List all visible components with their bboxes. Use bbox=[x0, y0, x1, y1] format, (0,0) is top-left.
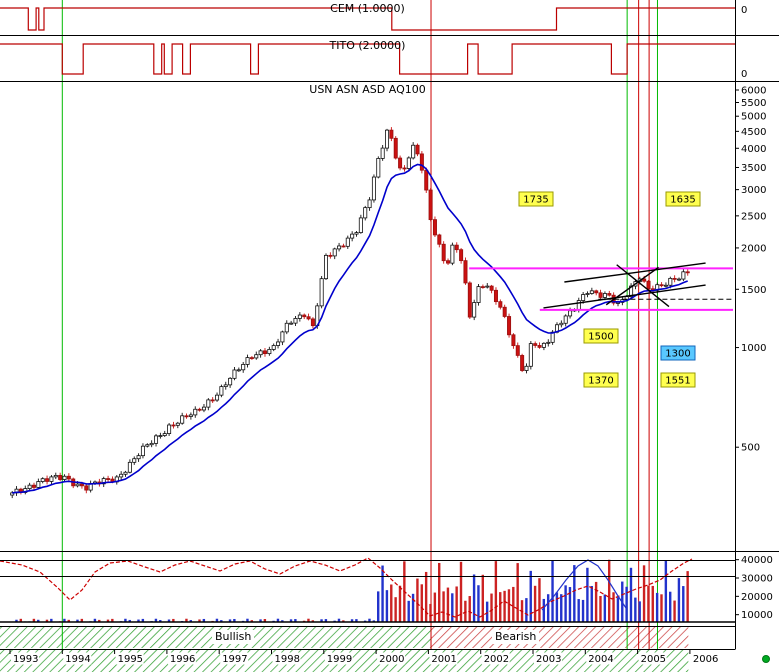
bearish-band-label: Bearish bbox=[492, 630, 540, 644]
x-axis-label: 2000 bbox=[379, 654, 404, 665]
price-label-chip[interactable]: 1500 bbox=[583, 328, 619, 344]
cem-axis-label: 0 bbox=[741, 5, 747, 16]
volume-axis-label: 10000 bbox=[741, 610, 773, 621]
price-label-text: 1500 bbox=[588, 332, 613, 343]
price-label-chip[interactable]: 1370 bbox=[583, 372, 619, 388]
price-label-chip[interactable]: 1551 bbox=[660, 372, 696, 388]
x-axis-label: 1999 bbox=[327, 654, 352, 665]
y-axis-label: 3500 bbox=[741, 163, 766, 174]
volume-axis-label: 20000 bbox=[741, 592, 773, 603]
trendline-4[interactable] bbox=[605, 266, 659, 306]
y-axis-label: 5000 bbox=[741, 112, 766, 123]
x-axis-label: 1996 bbox=[170, 654, 195, 665]
trendline-3[interactable] bbox=[616, 264, 670, 308]
x-axis-label: 1997 bbox=[222, 654, 247, 665]
price-label-chip[interactable]: 1735 bbox=[518, 191, 554, 207]
y-axis-label: 2000 bbox=[741, 243, 766, 254]
x-axis: 1993 1994 1995 1996 1997 1998 1999 2000 2001 2002… bbox=[9, 650, 719, 665]
tito-axis-label: 0 bbox=[741, 69, 747, 80]
y-axis-label: 1000 bbox=[741, 343, 766, 354]
trendline-1[interactable] bbox=[564, 262, 706, 283]
volume-axis-label: 30000 bbox=[741, 574, 773, 585]
x-axis-label: 2004 bbox=[588, 654, 613, 665]
y-axis-label: 5500 bbox=[741, 98, 766, 109]
bullish-band-label: Bullish bbox=[212, 630, 255, 644]
tito-indicator-line bbox=[0, 43, 735, 75]
x-axis-label: 1993 bbox=[13, 654, 38, 665]
x-axis-label: 1995 bbox=[118, 654, 143, 665]
volume-axis-label: 40000 bbox=[741, 555, 773, 566]
y-axis-label: 500 bbox=[741, 443, 760, 454]
price-label-text: 1551 bbox=[665, 376, 690, 387]
trendline-2[interactable] bbox=[543, 284, 706, 309]
x-axis-label: 1998 bbox=[275, 654, 300, 665]
price-label-chip[interactable]: 1635 bbox=[665, 191, 701, 207]
cem-indicator-line bbox=[0, 7, 735, 31]
y-axis-label: 6000 bbox=[741, 86, 766, 97]
x-axis-label: 2005 bbox=[641, 654, 666, 665]
x-axis-label: 2002 bbox=[484, 654, 509, 665]
y-axis-label: 1500 bbox=[741, 285, 766, 296]
x-axis-label: 2001 bbox=[431, 654, 456, 665]
y-axis-label: 2500 bbox=[741, 211, 766, 222]
price-label-text: 1300 bbox=[665, 349, 690, 360]
y-axis-label: 4500 bbox=[741, 127, 766, 138]
sentiment-bearish-region bbox=[431, 627, 689, 648]
volume-oscillator-line bbox=[0, 557, 693, 618]
y-axis-label: 4000 bbox=[741, 144, 766, 155]
price-label-text: 1370 bbox=[588, 376, 613, 387]
x-axis-label: 2006 bbox=[693, 654, 718, 665]
price-label-text: 1735 bbox=[523, 195, 548, 206]
x-axis-label: 2003 bbox=[536, 654, 561, 665]
y-axis-label: 3000 bbox=[741, 185, 766, 196]
moving-average-line bbox=[12, 163, 688, 494]
status-dot-icon bbox=[762, 655, 770, 663]
x-axis-label: 1994 bbox=[65, 654, 90, 665]
price-label-text: 1635 bbox=[670, 195, 695, 206]
candlestick-series bbox=[10, 127, 690, 499]
event-vertical-lines bbox=[61, 0, 658, 649]
price-label-chip[interactable]: 1300 bbox=[660, 345, 696, 361]
